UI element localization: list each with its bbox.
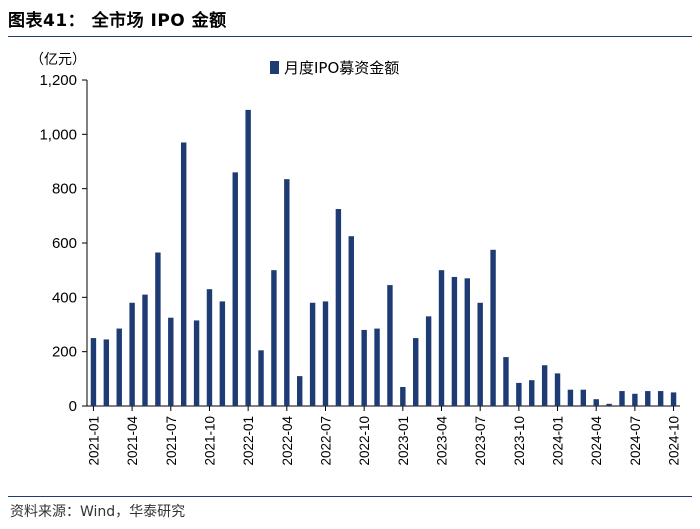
bar-2022-04 <box>284 179 290 406</box>
bar-2022-05 <box>296 376 303 406</box>
x-tick-label: 2021-04 <box>125 416 140 466</box>
top-divider <box>8 36 692 37</box>
bar-2024-09 <box>657 391 664 406</box>
x-tick-label: 2024-04 <box>589 416 604 466</box>
bar-2022-06 <box>309 302 316 406</box>
y-tick-label: 400 <box>52 289 77 306</box>
legend-swatch <box>270 61 279 74</box>
bar-2021-09 <box>193 320 200 406</box>
bar-2022-03 <box>271 270 277 406</box>
bar-2021-07 <box>168 317 174 406</box>
bar-2024-06 <box>619 391 625 406</box>
bar-2022-12 <box>387 285 393 406</box>
bar-2023-04 <box>438 270 445 406</box>
bar-2024-07 <box>632 393 638 406</box>
bar-2024-10 <box>670 392 677 406</box>
bar-2024-08 <box>645 391 651 406</box>
bar-2023-11 <box>529 380 535 406</box>
bar-2022-11 <box>374 328 380 406</box>
page-title: 图表41： 全市场 IPO 金额 <box>8 11 227 31</box>
y-tick-label: 200 <box>52 344 77 361</box>
bar-2024-05 <box>606 403 612 406</box>
bar-2021-02 <box>103 339 110 406</box>
bar-2023-08 <box>490 249 496 406</box>
y-axis-unit: （亿元） <box>30 52 86 68</box>
bar-2021-03 <box>116 328 122 406</box>
x-tick-label: 2023-10 <box>512 416 527 466</box>
bar-2021-06 <box>155 252 161 406</box>
bar-2022-07 <box>322 301 329 406</box>
bar-2021-01 <box>90 338 97 406</box>
x-tick-label: 2022-01 <box>241 416 256 466</box>
bar-2023-05 <box>451 276 458 406</box>
bar-2022-09 <box>348 236 354 406</box>
legend-label: 月度IPO募资金额 <box>284 59 399 77</box>
x-tick-label: 2024-01 <box>551 416 566 466</box>
bar-2021-10 <box>206 289 213 406</box>
bar-2021-11 <box>219 301 226 406</box>
x-tick-label: 2024-07 <box>628 416 643 466</box>
chart-title-bar: 图表41： 全市场 IPO 金额 <box>8 6 692 36</box>
bar-2021-05 <box>142 294 148 406</box>
x-tick-label: 2021-01 <box>86 416 101 466</box>
x-tick-label: 2022-07 <box>318 416 333 466</box>
bottom-divider <box>8 496 692 497</box>
bar-2024-03 <box>580 389 587 406</box>
bar-2022-02 <box>258 350 264 406</box>
bar-2023-12 <box>541 365 548 406</box>
bar-2023-07 <box>477 302 483 406</box>
y-tick-label: 800 <box>52 181 77 198</box>
x-tick-label: 2023-04 <box>435 416 450 466</box>
y-tick-label: 600 <box>52 235 77 252</box>
bar-2022-01 <box>245 109 251 406</box>
bar-2024-04 <box>593 399 599 406</box>
source-note: 资料来源：Wind，华泰研究 <box>10 504 186 520</box>
bar-2023-03 <box>425 316 432 406</box>
bar-2022-10 <box>361 329 367 406</box>
x-tick-label: 2023-01 <box>396 416 411 466</box>
bar-2023-09 <box>503 357 509 406</box>
x-tick-label: 2022-04 <box>280 416 295 466</box>
x-tick-label: 2024-10 <box>667 416 682 466</box>
x-tick-label: 2021-07 <box>164 416 179 466</box>
bar-2023-02 <box>413 338 419 406</box>
x-tick-label: 2023-07 <box>473 416 488 466</box>
y-tick-label: 1,200 <box>39 72 77 89</box>
y-tick-label: 1,000 <box>39 126 77 143</box>
bar-2021-04 <box>129 302 135 406</box>
bar-2022-08 <box>335 209 342 406</box>
bar-2023-10 <box>516 382 522 406</box>
x-tick-label: 2021-10 <box>202 416 217 466</box>
bar-2024-02 <box>567 389 574 406</box>
x-tick-label: 2022-10 <box>357 416 372 466</box>
bar-2021-12 <box>232 172 238 406</box>
bar-2021-08 <box>180 142 187 406</box>
bar-2024-01 <box>554 373 561 406</box>
bar-2023-06 <box>464 278 471 406</box>
bar-2023-01 <box>400 386 406 406</box>
y-tick-label: 0 <box>69 398 77 415</box>
